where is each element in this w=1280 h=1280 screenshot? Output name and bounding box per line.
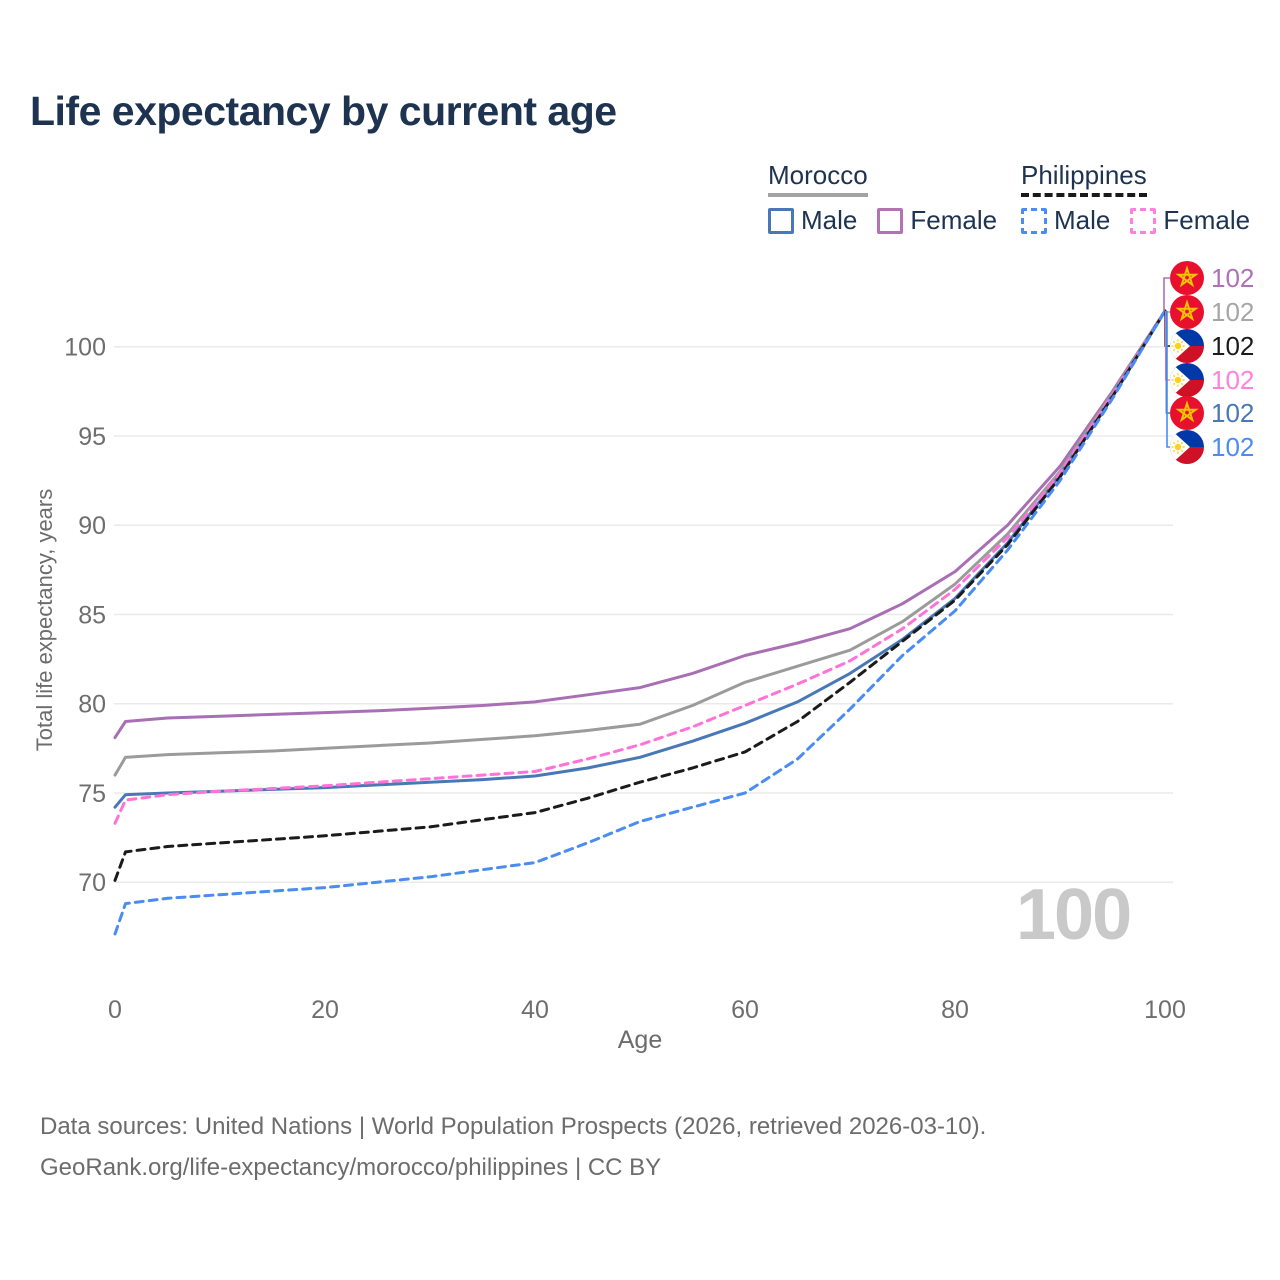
x-tick-label-100: 100 bbox=[1144, 996, 1186, 1024]
y-axis-title: Total life expectancy, years bbox=[32, 488, 57, 752]
x-tick-label-60: 60 bbox=[731, 996, 759, 1024]
legend-label-morocco-male: Male bbox=[801, 205, 858, 235]
end-label-row-morocco-female: 102 bbox=[1170, 261, 1254, 295]
series-line-morocco-female bbox=[113, 309, 1167, 740]
philippines-flag-icon bbox=[1170, 363, 1204, 397]
y-tick-label-90: 90 bbox=[78, 512, 106, 540]
end-label-row-philippines-female: 102 bbox=[1170, 363, 1254, 397]
end-label-row-morocco-both-sexes: 102 bbox=[1170, 295, 1254, 329]
y-tick-label-75: 75 bbox=[78, 780, 106, 808]
leader-line-morocco-female bbox=[1163, 277, 1170, 311]
philippines-flag-icon bbox=[1170, 430, 1204, 464]
end-value-label: 102 bbox=[1211, 296, 1255, 327]
series-line-philippines-male bbox=[113, 309, 1167, 936]
x-axis-title: Age bbox=[617, 1026, 663, 1054]
footer-sources: Data sources: United Nations | World Pop… bbox=[40, 1113, 987, 1140]
end-value-label: 102 bbox=[1211, 397, 1255, 428]
end-value-label: 102 bbox=[1211, 364, 1255, 395]
series-line-morocco-both-sexes bbox=[113, 309, 1167, 777]
end-label-row-philippines-male: 102 bbox=[1170, 430, 1254, 464]
x-tick-label-0: 0 bbox=[108, 996, 122, 1024]
end-label-row-philippines-both-sexes: 102 bbox=[1170, 329, 1254, 363]
legend-swatch-philippines-male bbox=[1021, 207, 1047, 234]
age-watermark: 100 bbox=[1016, 875, 1132, 955]
x-tick-label-20: 20 bbox=[311, 996, 339, 1024]
end-value-label: 102 bbox=[1211, 262, 1255, 293]
leader-line-philippines-male bbox=[1166, 311, 1170, 448]
morocco-flag-icon bbox=[1170, 261, 1204, 295]
morocco-flag-icon bbox=[1170, 295, 1204, 329]
legend-title-philippines: Philippines bbox=[1021, 160, 1147, 197]
end-value-label: 102 bbox=[1211, 431, 1255, 462]
legend-group-philippines: Philippines Male Female bbox=[1021, 160, 1270, 236]
y-tick-label-85: 85 bbox=[78, 601, 106, 629]
legend-label-philippines-female: Female bbox=[1163, 205, 1251, 235]
y-tick-label-95: 95 bbox=[78, 423, 106, 451]
legend-swatch-morocco-male bbox=[768, 207, 794, 234]
y-tick-label-80: 80 bbox=[78, 691, 106, 719]
series-line-philippines-female bbox=[113, 309, 1167, 825]
legend-title-morocco: Morocco bbox=[768, 160, 868, 197]
footer: Data sources: United Nations | World Pop… bbox=[40, 1106, 986, 1188]
x-tick-label-40: 40 bbox=[521, 996, 549, 1024]
legend-label-philippines-male: Male bbox=[1054, 205, 1111, 235]
legend-label-morocco-female: Female bbox=[910, 205, 998, 235]
legend-swatch-morocco-female bbox=[877, 207, 904, 234]
morocco-flag-icon bbox=[1170, 396, 1204, 430]
y-tick-label-100: 100 bbox=[64, 334, 106, 362]
legend-items-philippines: Male Female bbox=[1021, 205, 1270, 236]
page-title: Life expectancy by current age bbox=[30, 88, 617, 134]
x-tick-label-80: 80 bbox=[941, 996, 969, 1024]
philippines-flag-icon bbox=[1170, 329, 1204, 363]
series-line-morocco-male bbox=[113, 309, 1167, 809]
series-line-philippines-both-sexes bbox=[113, 309, 1167, 882]
end-value-label: 102 bbox=[1211, 330, 1255, 361]
legend-items-morocco: Male Female bbox=[768, 205, 1017, 236]
y-tick-label-70: 70 bbox=[78, 869, 106, 897]
end-label-row-morocco-male: 102 bbox=[1170, 396, 1254, 430]
footer-attribution: GeoRank.org/life-expectancy/morocco/phil… bbox=[40, 1154, 662, 1181]
legend-swatch-philippines-female bbox=[1130, 207, 1157, 234]
legend-group-morocco: Morocco Male Female bbox=[768, 160, 1017, 236]
